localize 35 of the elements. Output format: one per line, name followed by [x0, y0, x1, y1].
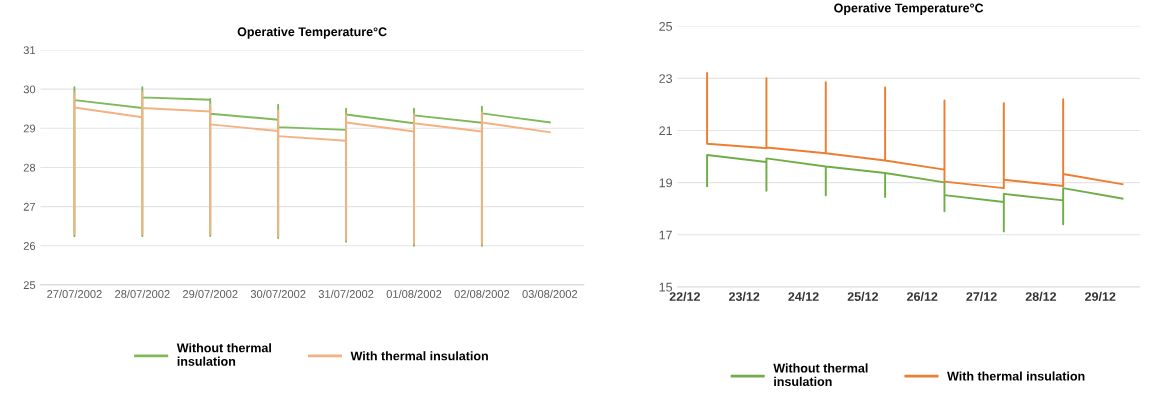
y-tick-label: 19 — [659, 178, 672, 188]
x-tick-label: 26/12 — [907, 291, 938, 302]
y-tick-label: 25 — [659, 22, 673, 31]
x-tick-label: 24/12 — [788, 291, 819, 302]
y-tick-label: 28 — [23, 163, 36, 172]
y-tick-label: 27 — [23, 202, 36, 211]
x-tick-label: 30/07/2002 — [250, 289, 306, 298]
x-tick-label: 29/12 — [1085, 291, 1116, 302]
legend-label: With thermal insulation — [350, 351, 488, 361]
y-tick-label: 17 — [659, 230, 672, 240]
x-tick-label: 28/12 — [1025, 291, 1057, 302]
y-tick-label: 15 — [659, 282, 673, 292]
x-tick-label: 22/12 — [669, 291, 700, 302]
legend-label: Without thermal insulation — [773, 363, 868, 387]
x-tick-label: 31/07/2002 — [318, 289, 374, 298]
x-tick-label: 27/07/2002 — [47, 289, 102, 298]
y-tick-label: 21 — [659, 126, 672, 136]
legend-label: Without thermal insulation — [176, 343, 271, 366]
legend-label: With thermal insulation — [947, 371, 1085, 381]
chart-title: Operative Temperature°C — [237, 27, 387, 39]
x-tick-label: 29/07/2002 — [183, 289, 238, 298]
x-tick-label: 27/12 — [966, 291, 997, 302]
y-tick-label: 29 — [23, 124, 36, 133]
y-tick-label: 25 — [23, 281, 36, 290]
y-tick-label: 31 — [23, 46, 36, 55]
x-tick-label: 23/12 — [728, 291, 760, 302]
x-tick-label: 01/08/2002 — [386, 289, 442, 298]
y-tick-label: 26 — [23, 242, 36, 250]
x-tick-label: 03/08/2002 — [522, 289, 578, 298]
x-tick-label: 28/07/2002 — [115, 289, 170, 298]
chart-title: Operative Temperature°C — [834, 3, 984, 15]
y-tick-label: 30 — [23, 85, 36, 94]
y-tick-label: 23 — [659, 74, 673, 83]
x-tick-label: 25/12 — [847, 291, 879, 302]
x-tick-label: 02/08/2002 — [454, 289, 510, 298]
